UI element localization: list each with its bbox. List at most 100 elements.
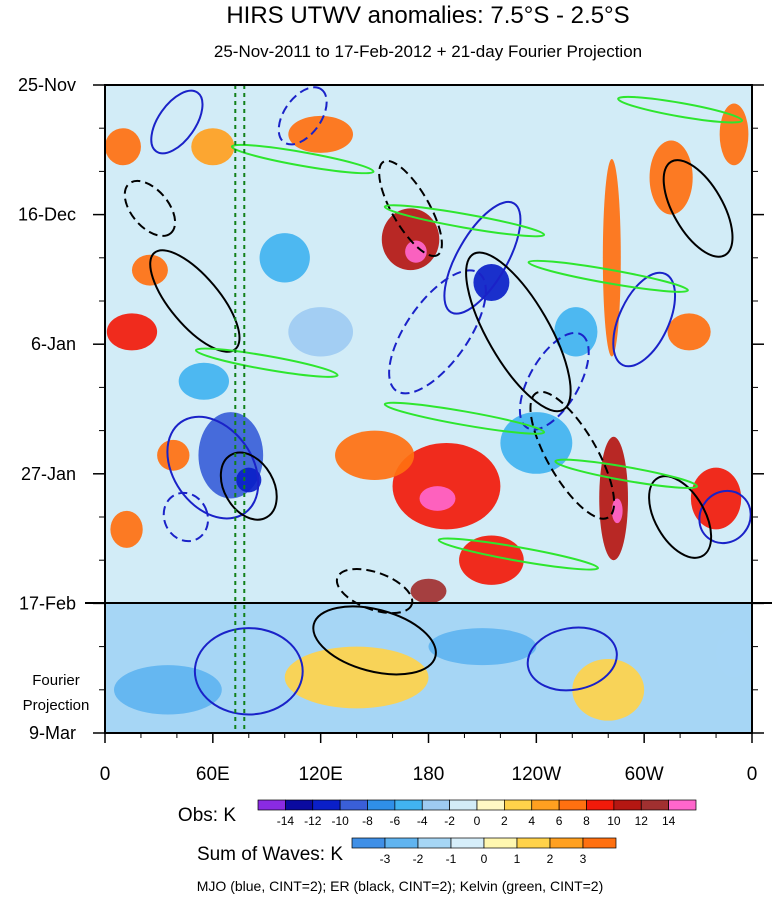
anomaly-cell bbox=[106, 313, 158, 351]
anomaly-cell bbox=[690, 467, 742, 530]
anomaly-cell bbox=[236, 467, 262, 493]
anomaly-cell bbox=[572, 658, 645, 721]
anomaly-cell bbox=[554, 307, 598, 357]
waves-colorbar-swatch bbox=[384, 837, 419, 849]
kelvin-contour bbox=[617, 95, 744, 124]
mjo-contour bbox=[150, 89, 204, 155]
er-contour bbox=[465, 251, 572, 413]
waves-colorbar-swatch bbox=[582, 837, 617, 849]
reference-longitude-lines bbox=[234, 85, 246, 733]
anomaly-cell bbox=[105, 128, 141, 166]
obs-colorbar-swatch bbox=[558, 799, 587, 811]
mjo-contour bbox=[162, 491, 210, 543]
anomaly-cell bbox=[392, 442, 501, 530]
obs-colorbar-tick: -4 bbox=[417, 814, 428, 828]
obs-colorbar-tick: 14 bbox=[662, 814, 676, 828]
mjo-contour bbox=[518, 331, 590, 431]
projection-label-line2: Projection bbox=[23, 697, 90, 714]
footer-note: MJO (blue, CINT=2); ER (black, CINT=2); … bbox=[197, 878, 604, 894]
kelvin-contour bbox=[194, 347, 339, 378]
x-tick-label: 60W bbox=[625, 764, 664, 785]
er-contour bbox=[123, 179, 177, 237]
obs-colorbar-swatch bbox=[586, 799, 615, 811]
y-tick-label: 9-Mar bbox=[29, 723, 76, 743]
waves-colorbar-tick: 2 bbox=[547, 852, 554, 866]
anomaly-cell bbox=[405, 240, 427, 263]
waves-colorbar-tick: -3 bbox=[380, 852, 391, 866]
obs-colorbar-tick: -2 bbox=[444, 814, 455, 828]
mjo-contour bbox=[443, 200, 522, 315]
anomaly-cell bbox=[259, 233, 310, 283]
obs-colorbar-swatch bbox=[504, 799, 533, 811]
obs-colorbar-swatch bbox=[339, 799, 368, 811]
waves-colorbar-tick: 3 bbox=[580, 852, 587, 866]
er-contour bbox=[219, 451, 278, 521]
kelvin-contour bbox=[437, 537, 600, 571]
obs-colorbar-swatch bbox=[421, 799, 450, 811]
anomaly-cell bbox=[410, 578, 447, 604]
x-axis: 0 60E 120E 180 120W 60W 0 bbox=[100, 733, 758, 785]
obs-colorbar-tick: 0 bbox=[474, 814, 481, 828]
anomaly-cell bbox=[649, 140, 693, 215]
x-tick-label: 0 bbox=[747, 764, 758, 785]
waves-colorbar-tick: -2 bbox=[413, 852, 424, 866]
kelvin-contour bbox=[383, 401, 546, 435]
obs-colorbar-tick: 4 bbox=[528, 814, 535, 828]
x-tick-label: 180 bbox=[413, 764, 445, 785]
obs-colorbar-swatch bbox=[257, 799, 286, 811]
obs-colorbar-swatch bbox=[640, 799, 669, 811]
anomaly-cell bbox=[716, 628, 752, 678]
obs-colorbar-swatch bbox=[367, 799, 396, 811]
anomaly-cell bbox=[335, 430, 415, 480]
mjo-contour bbox=[193, 627, 304, 716]
obs-colorbar-swatch bbox=[613, 799, 642, 811]
obs-colorbar-tick: -8 bbox=[362, 814, 373, 828]
obs-colorbar-tick: -14 bbox=[277, 814, 295, 828]
waves-colorbar-tick: 1 bbox=[514, 852, 521, 866]
er-contour bbox=[648, 475, 713, 559]
waves-colorbar-label: Sum of Waves: K bbox=[197, 844, 343, 865]
y-tick-label: 17-Feb bbox=[19, 593, 76, 613]
kelvin-contour bbox=[383, 204, 546, 238]
anomaly-cell bbox=[110, 510, 143, 548]
mjo-contour bbox=[526, 626, 618, 692]
waves-colorbar-swatch bbox=[516, 837, 551, 849]
anomaly-cell bbox=[284, 646, 429, 709]
er-contour bbox=[312, 605, 437, 676]
y-axis: 25-Nov 16-Dec 6-Jan 27-Jan 17-Feb 9-Mar bbox=[18, 75, 764, 743]
chart-title: HIRS UTWV anomalies: 7.5°S - 2.5°S bbox=[226, 2, 629, 29]
waves-colorbar: -3 -2 -1 0 1 2 3 bbox=[351, 837, 617, 866]
kelvin-contour bbox=[230, 143, 375, 175]
obs-colorbar-swatch bbox=[312, 799, 341, 811]
obs-colorbar-swatch bbox=[285, 799, 314, 811]
obs-colorbar-tick: 10 bbox=[607, 814, 621, 828]
obs-colorbar-tick: -6 bbox=[390, 814, 401, 828]
anomaly-cell bbox=[288, 115, 354, 153]
obs-colorbar-swatch bbox=[668, 799, 697, 811]
y-tick-label: 27-Jan bbox=[21, 464, 76, 484]
anomaly-cell bbox=[288, 307, 354, 357]
chart-subtitle: 25-Nov-2011 to 17-Feb-2012 + 21-day Four… bbox=[214, 42, 642, 61]
obs-colorbar: -14 -12 -10 -8 -6 -4 -2 0 2 4 6 8 10 12 14 bbox=[257, 799, 697, 828]
obs-colorbar-tick: -10 bbox=[331, 814, 349, 828]
y-tick-label: 16-Dec bbox=[18, 205, 76, 225]
anomaly-cell bbox=[667, 313, 711, 351]
obs-colorbar-tick: -12 bbox=[304, 814, 322, 828]
waves-colorbar-swatch bbox=[351, 837, 386, 849]
anomaly-cell bbox=[611, 498, 623, 524]
waves-colorbar-swatch bbox=[483, 837, 518, 849]
obs-colorbar-swatch bbox=[531, 799, 560, 811]
waves-colorbar-tick: -1 bbox=[446, 852, 457, 866]
er-contour bbox=[662, 159, 734, 258]
waves-colorbar-tick: 0 bbox=[481, 852, 488, 866]
mjo-contour bbox=[277, 86, 328, 146]
y-tick-label: 6-Jan bbox=[31, 334, 76, 354]
obs-colorbar-tick: 6 bbox=[556, 814, 563, 828]
er-contour bbox=[378, 159, 443, 258]
anomaly-cell bbox=[178, 362, 230, 400]
kelvin-contour bbox=[527, 259, 689, 293]
anomaly-cell bbox=[191, 128, 235, 166]
x-tick-label: 120E bbox=[298, 764, 342, 785]
mjo-contour bbox=[166, 415, 260, 520]
